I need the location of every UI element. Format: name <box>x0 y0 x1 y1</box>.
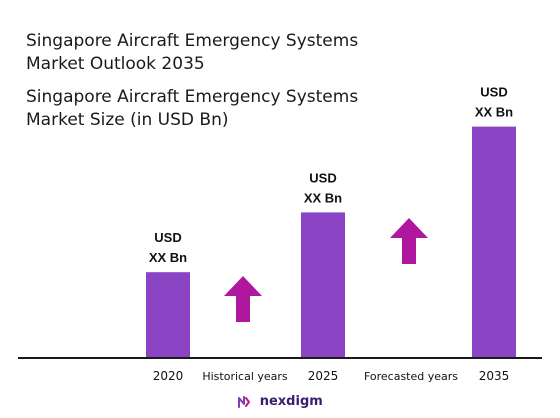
bar-2020 <box>146 272 190 358</box>
growth-arrows-layer <box>224 218 428 322</box>
data-label-2025-currency: USD <box>309 170 336 185</box>
chart-title: Singapore Aircraft Emergency Systems Mar… <box>26 31 359 74</box>
bar-2025 <box>301 212 345 358</box>
chart-subtitle: Singapore Aircraft Emergency Systems Mar… <box>26 87 359 130</box>
data-label-2025-value: XX Bn <box>304 190 342 205</box>
historical-growth-arrow-icon <box>224 276 262 322</box>
x-tick-label-2025: 2025 <box>308 369 339 383</box>
bars-layer <box>146 126 516 358</box>
segment-label-forecasted: Forecasted years <box>364 370 458 383</box>
data-label-2020-currency: USD <box>154 230 181 245</box>
x-tick-label-2035: 2035 <box>479 369 510 383</box>
data-label-2035-value: XX Bn <box>475 105 513 120</box>
nexdigm-logo-icon <box>238 395 251 408</box>
labels-layer: USD XX Bn 2020 USD XX Bn 2025 USD XX Bn 2035 Hist… <box>149 85 513 383</box>
data-label-2035-currency: USD <box>480 85 507 100</box>
segment-label-historical: Historical years <box>202 370 288 383</box>
bar-2035 <box>472 126 516 358</box>
brand-footer: nexdigm <box>0 394 560 409</box>
data-label-2020-value: XX Bn <box>149 250 187 265</box>
forecast-growth-arrow-icon <box>390 218 428 264</box>
x-tick-label-2020: 2020 <box>153 369 184 383</box>
brand-name: nexdigm <box>259 394 323 409</box>
